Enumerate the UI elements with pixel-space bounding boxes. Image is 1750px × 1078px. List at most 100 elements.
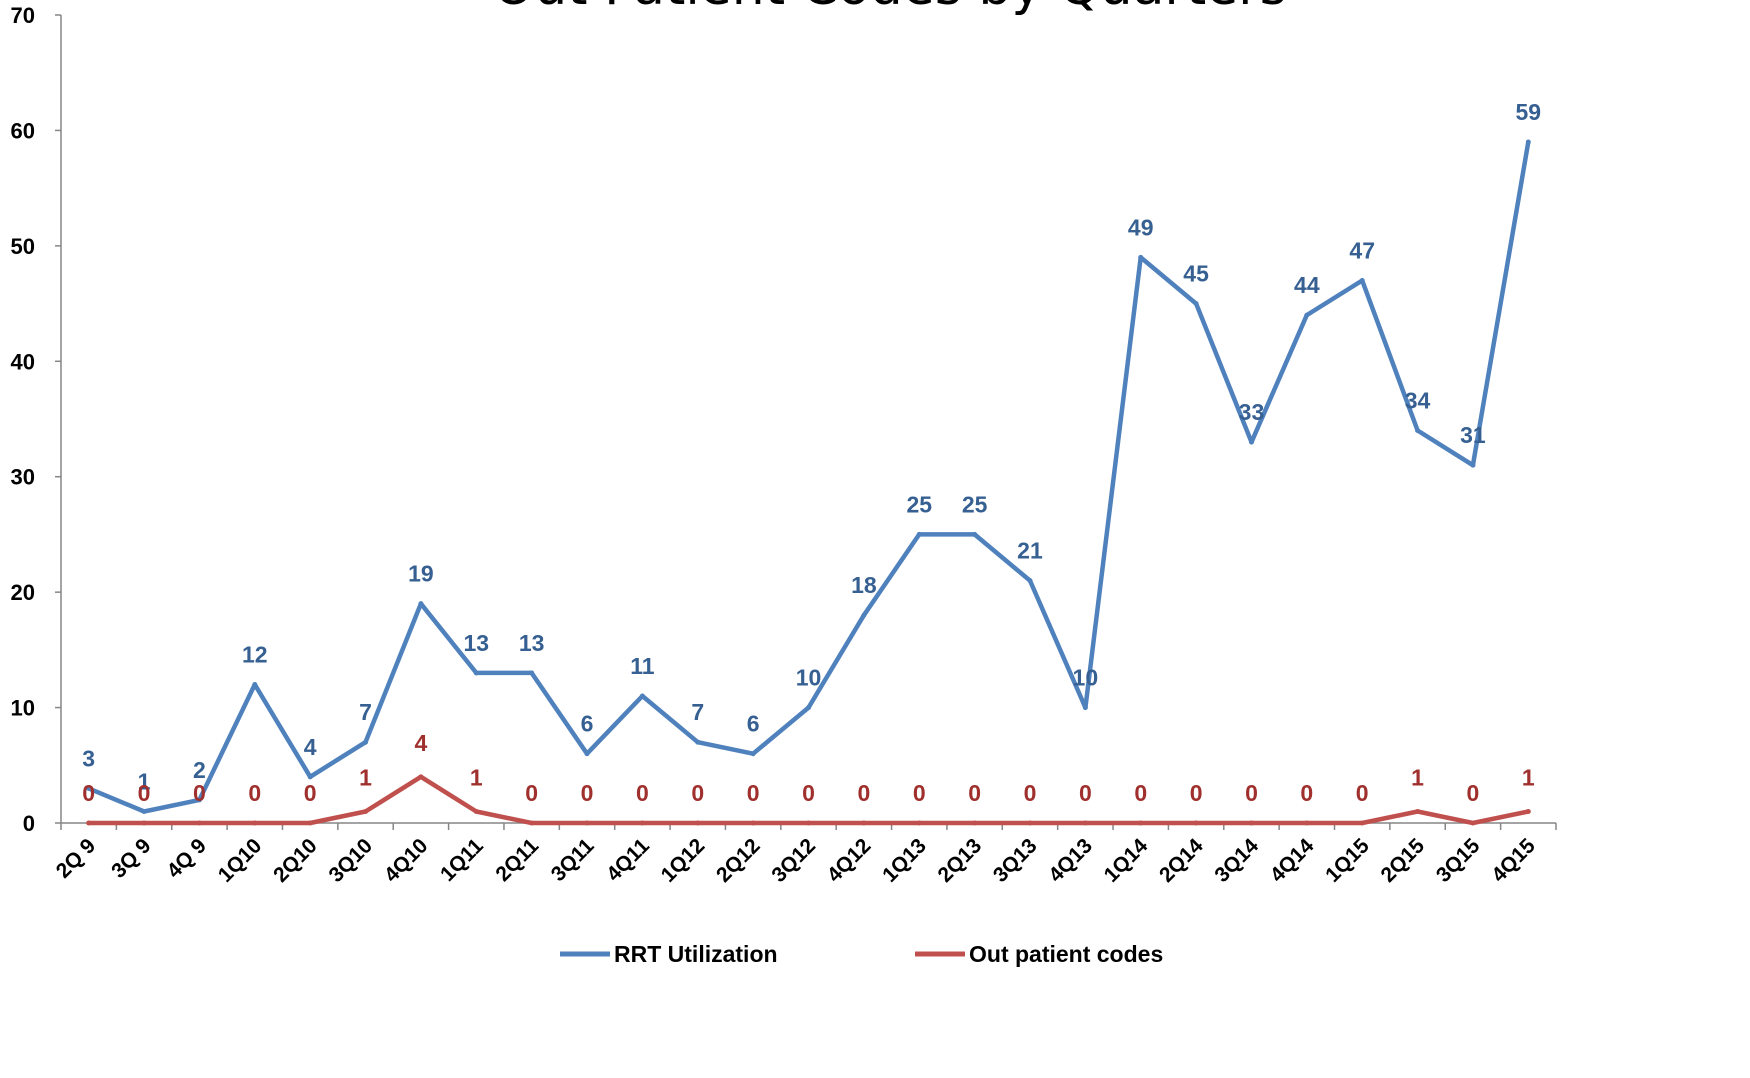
data-label: 0 — [691, 780, 704, 806]
data-label: 0 — [1467, 780, 1480, 806]
x-tick-label: 4Q13 — [1044, 834, 1097, 887]
data-point — [529, 670, 535, 676]
data-label: 10 — [1073, 665, 1099, 691]
data-point — [1027, 578, 1033, 584]
data-point — [695, 820, 701, 826]
data-label: 10 — [796, 665, 822, 691]
data-point — [529, 820, 535, 826]
data-label: 34 — [1405, 388, 1431, 414]
y-axis-ticks: 0 10 20 30 40 50 60 70 — [11, 3, 61, 836]
x-tick-label: 2Q12 — [712, 834, 765, 887]
legend: RRT Utilization Out patient codes — [560, 941, 1163, 967]
data-point — [196, 820, 202, 826]
x-tick-label: 1Q11 — [436, 834, 488, 886]
data-label: 4 — [415, 730, 428, 756]
x-tick-label: 3Q10 — [324, 834, 377, 887]
data-point — [916, 820, 922, 826]
data-label: 0 — [1356, 780, 1369, 806]
data-label: 7 — [359, 699, 372, 725]
data-label: 13 — [463, 630, 489, 656]
data-label: 7 — [691, 699, 704, 725]
data-label: 0 — [1024, 780, 1037, 806]
data-label: 0 — [248, 780, 261, 806]
data-point — [916, 531, 922, 537]
data-point — [1304, 820, 1310, 826]
data-label: 1 — [1411, 764, 1424, 790]
data-label: 0 — [913, 780, 926, 806]
data-point — [639, 820, 645, 826]
x-tick-label: 4Q14 — [1266, 834, 1319, 887]
data-point — [1525, 808, 1531, 814]
x-tick-label: 3Q12 — [767, 834, 820, 887]
data-label: 31 — [1460, 422, 1486, 448]
data-point — [806, 820, 811, 826]
data-label: 1 — [470, 764, 483, 790]
x-tick-label: 4Q10 — [380, 834, 433, 887]
data-label: 0 — [1134, 780, 1147, 806]
x-tick-label: 1Q10 — [214, 834, 267, 887]
data-label: 18 — [851, 572, 877, 598]
data-label: 59 — [1516, 99, 1542, 125]
x-tick-label: 3Q15 — [1432, 834, 1485, 887]
data-point — [141, 820, 147, 826]
data-point — [750, 751, 756, 757]
data-label: 49 — [1128, 214, 1154, 240]
data-point — [1415, 808, 1421, 814]
x-tick-label: 2Q13 — [934, 834, 987, 887]
data-point — [972, 531, 978, 537]
data-label: 0 — [802, 780, 815, 806]
data-label: 3 — [82, 745, 95, 771]
data-label: 25 — [906, 491, 932, 517]
x-tick-label: 2Q 9 — [52, 834, 100, 882]
y-tick-label: 70 — [11, 3, 35, 28]
data-label: 0 — [1190, 780, 1203, 806]
data-label: 47 — [1349, 237, 1375, 263]
data-point — [584, 751, 590, 757]
data-label: 6 — [581, 711, 594, 737]
data-label: 12 — [242, 641, 268, 667]
data-point — [1193, 820, 1199, 826]
data-label: 0 — [581, 780, 594, 806]
data-point — [1248, 820, 1254, 826]
data-point — [1470, 462, 1476, 468]
data-label: 0 — [857, 780, 870, 806]
x-axis-ticks: 2Q 9 3Q 9 4Q 9 1Q10 2Q10 3Q10 4Q10 1Q11 2Q11 3Q11… — [52, 823, 1557, 887]
y-tick-label: 60 — [11, 118, 35, 143]
data-point — [972, 820, 978, 826]
data-point — [1082, 705, 1088, 711]
data-point — [1138, 254, 1144, 260]
data-label: 0 — [968, 780, 981, 806]
data-point — [196, 797, 202, 803]
data-label: 0 — [193, 780, 206, 806]
y-tick-label: 20 — [11, 580, 35, 605]
x-tick-label: 2Q14 — [1155, 834, 1208, 887]
data-label: 0 — [82, 780, 95, 806]
x-tick-label: 4Q15 — [1487, 834, 1540, 887]
data-point — [418, 774, 424, 780]
data-label: 2 — [193, 757, 206, 783]
data-point — [363, 739, 369, 745]
chart-title: Out Patient Codes by Quarters — [493, 0, 1286, 17]
data-label: 45 — [1183, 261, 1209, 287]
data-label: 1 — [138, 768, 151, 794]
data-label: 25 — [962, 491, 988, 517]
data-point — [1304, 312, 1310, 318]
series-lines — [86, 139, 1531, 826]
data-label: 0 — [1245, 780, 1258, 806]
data-point — [141, 808, 147, 814]
y-tick-label: 50 — [11, 234, 35, 259]
data-label: 44 — [1294, 272, 1320, 298]
data-point — [1415, 428, 1421, 434]
data-label: 0 — [747, 780, 760, 806]
data-label: 33 — [1239, 399, 1265, 425]
data-point — [307, 774, 313, 780]
data-point — [1248, 439, 1254, 445]
data-label: 6 — [747, 711, 760, 737]
data-point — [1359, 277, 1365, 283]
data-point — [1359, 820, 1365, 826]
x-tick-label: 4Q12 — [823, 834, 876, 887]
x-tick-label: 2Q15 — [1377, 834, 1430, 887]
data-point — [861, 820, 867, 826]
